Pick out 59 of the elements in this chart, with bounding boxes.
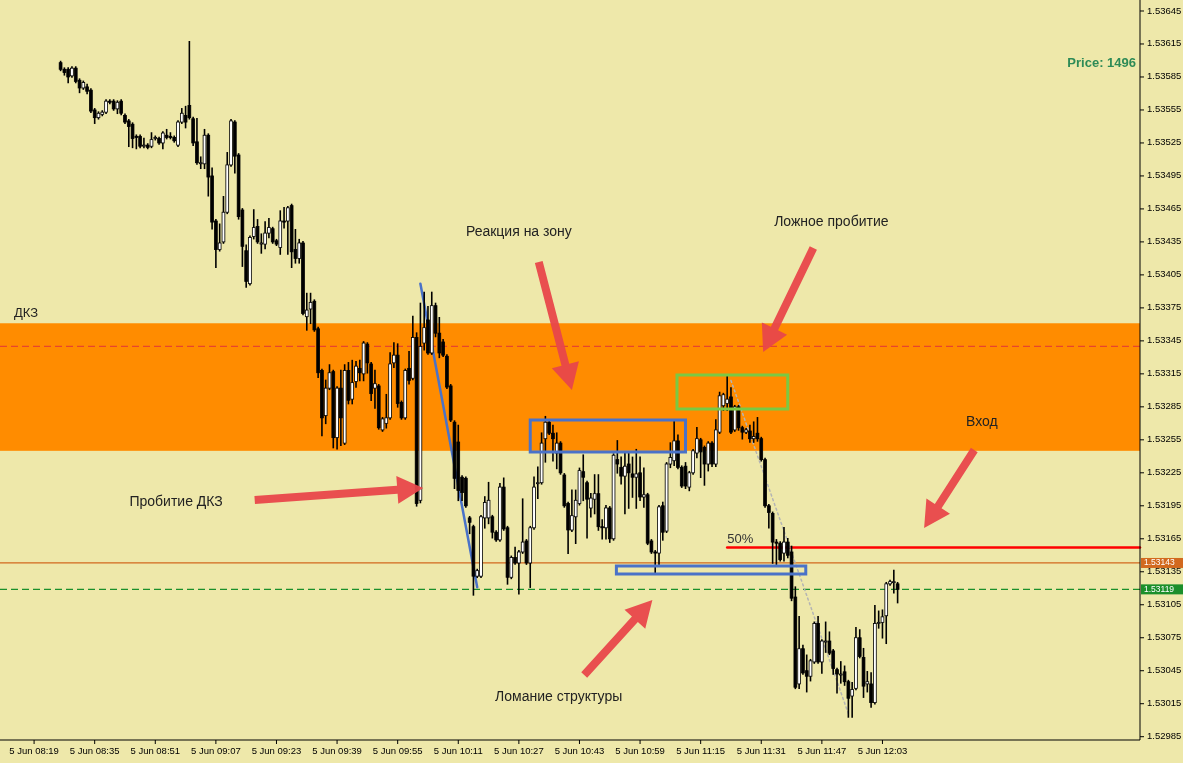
y-tick-label: 1.53615 <box>1147 37 1182 49</box>
x-tick-label: 5 Jun 12:03 <box>857 745 908 756</box>
y-tick-label: 1.53375 <box>1147 301 1182 313</box>
candlestick <box>623 452 627 515</box>
annotation: Вход <box>966 412 998 429</box>
annotation: Пробитие ДКЗ <box>129 492 223 509</box>
x-tick-label: 5 Jun 10:27 <box>494 745 544 756</box>
y-tick-label: 1.53465 <box>1147 202 1182 214</box>
x-tick-label: 5 Jun 10:43 <box>554 745 605 756</box>
annotation: Ложное пробитие <box>774 212 889 229</box>
y-tick-label: 1.53645 <box>1147 4 1182 16</box>
x-tick-label: 5 Jun 08:35 <box>69 745 120 756</box>
y-tick-label: 1.53165 <box>1147 532 1182 544</box>
x-tick-label: 5 Jun 08:51 <box>130 745 181 756</box>
y-tick-label: 1.53225 <box>1147 466 1182 478</box>
y-tick-label: 1.53015 <box>1147 697 1182 709</box>
y-tick-label: 1.53435 <box>1147 235 1182 247</box>
x-tick-label: 5 Jun 08:19 <box>9 745 59 756</box>
candlestick <box>683 462 688 489</box>
x-tick-label: 5 Jun 09:23 <box>251 745 302 756</box>
x-tick-label: 5 Jun 11:31 <box>736 745 786 756</box>
candlestick <box>142 137 146 149</box>
candlestick <box>350 359 355 405</box>
band-label: ДКЗ <box>14 305 39 321</box>
candlestick <box>263 221 267 250</box>
y-tick-label: 1.53045 <box>1147 664 1182 676</box>
series-label: 50% <box>727 530 754 546</box>
x-tick-label: 5 Jun 09:39 <box>312 745 362 756</box>
candlestick <box>286 205 290 255</box>
y-tick-label: 1.52985 <box>1147 730 1182 742</box>
annotation: Реакция на зону <box>465 222 572 239</box>
y-tick-label: 1.53195 <box>1147 499 1182 511</box>
x-tick-label: 5 Jun 10:59 <box>615 745 665 756</box>
y-tick-label: 1.53555 <box>1147 103 1182 115</box>
candlestick <box>581 454 586 502</box>
x-tick-label: 5 Jun 09:07 <box>191 745 241 756</box>
y-tick-label: 1.53105 <box>1147 598 1182 610</box>
x-tick-label: 5 Jun 10:11 <box>433 745 483 756</box>
ref-line-label: 1.53143 <box>1144 557 1175 568</box>
y-tick-label: 1.53585 <box>1147 70 1182 82</box>
candlestick <box>782 526 786 562</box>
y-tick-label: 1.53075 <box>1147 631 1182 643</box>
y-tick-label: 1.53525 <box>1147 136 1182 148</box>
y-tick-label: 1.53135 <box>1147 565 1182 577</box>
x-tick-label: 5 Jun 11:47 <box>797 745 847 756</box>
candlestick <box>130 122 135 149</box>
candlestick <box>195 117 199 165</box>
y-tick-label: 1.53255 <box>1147 433 1182 445</box>
y-tick-label: 1.53285 <box>1147 400 1182 412</box>
annotation: Ломание структуры <box>495 687 623 704</box>
annotation: Price: 1496 <box>1067 55 1136 71</box>
y-tick-label: 1.53405 <box>1147 268 1182 280</box>
x-tick-label: 5 Jun 11:15 <box>676 745 726 756</box>
y-tick-label: 1.53315 <box>1147 367 1182 379</box>
y-tick-label: 1.53495 <box>1147 169 1182 181</box>
x-tick-label: 5 Jun 09:55 <box>372 745 423 756</box>
y-tick-label: 1.53345 <box>1147 334 1182 346</box>
candlestick <box>604 504 608 540</box>
ref-line-label: 1.53119 <box>1144 583 1175 594</box>
